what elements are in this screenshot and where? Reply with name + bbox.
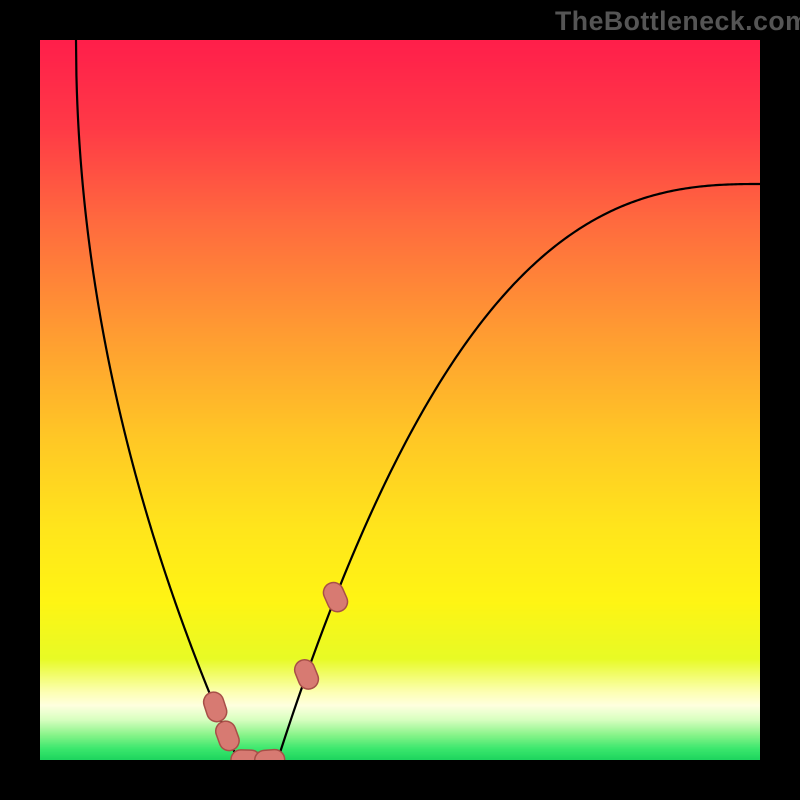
- watermark-text: TheBottleneck.com: [555, 6, 800, 37]
- gradient-background: [40, 40, 760, 760]
- stage: TheBottleneck.com: [0, 0, 800, 800]
- plot-area: [40, 40, 760, 760]
